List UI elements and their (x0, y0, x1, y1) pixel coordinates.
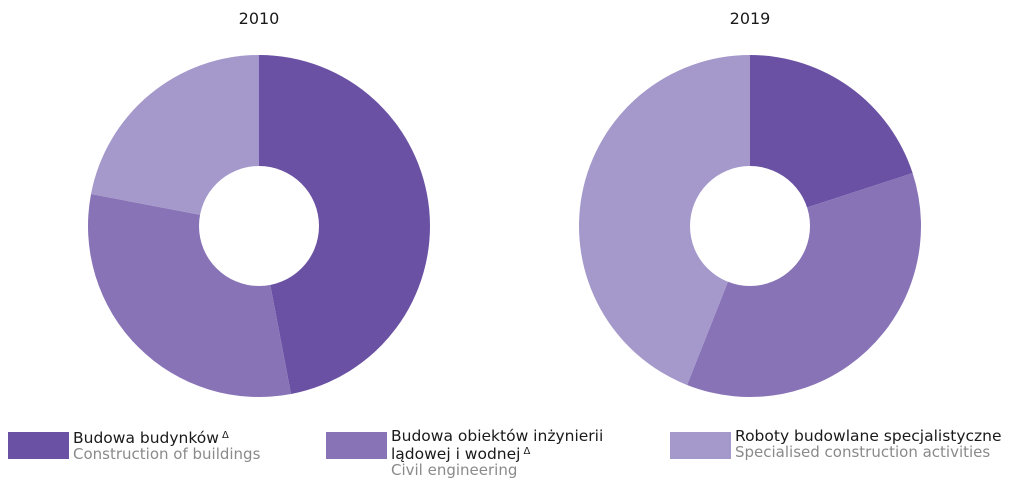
donut-charts: 2010 2019 (88, 9, 921, 398)
legend-label-en: Civil engineering (391, 461, 518, 479)
legend-mark: Δ (523, 446, 531, 457)
slice-2019-civil-engineering (687, 173, 921, 397)
donut-hole-2019 (690, 166, 810, 286)
slice-2019-specialised (578, 55, 750, 385)
chart-title-2019: 2019 (730, 9, 771, 28)
slice-2010-buildings (259, 55, 431, 394)
legend: Budowa budynków Δ Construction of buildin… (0, 427, 1026, 497)
chart-title-2010: 2010 (239, 9, 280, 28)
legend-label-pl: Roboty budowlane specjalistyczne (735, 427, 1002, 445)
legend-label-en: Construction of buildings (73, 445, 261, 463)
donut-hole-2010 (199, 166, 319, 286)
legend-mark: Δ (221, 430, 229, 441)
legend-label-pl: Budowa budynków Δ (73, 429, 229, 447)
legend-label-en: Specialised construction activities (735, 443, 991, 461)
legend-label-pl: Budowa obiektów inżynierii (391, 427, 604, 445)
legend-swatch-civil-engineering (326, 432, 387, 459)
legend-swatch-specialised (670, 432, 731, 459)
legend-label-pl-line2: lądowej i wodnej Δ (391, 445, 531, 463)
legend-swatch-buildings (8, 432, 69, 459)
